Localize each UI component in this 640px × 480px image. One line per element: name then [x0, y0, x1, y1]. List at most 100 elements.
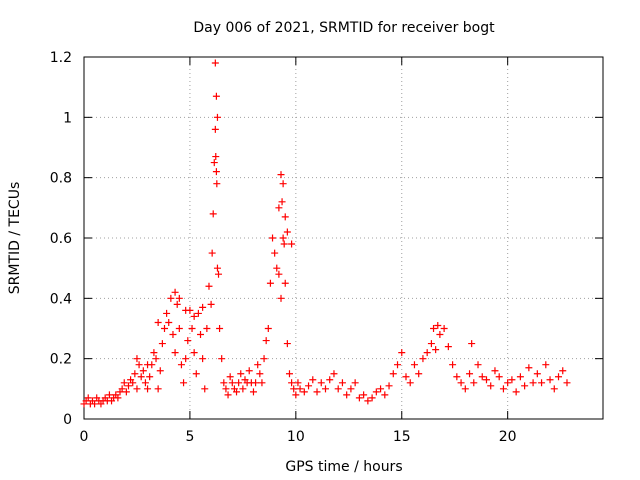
data-point: [281, 279, 289, 287]
data-point: [529, 379, 537, 387]
data-point: [124, 382, 132, 390]
data-point: [190, 349, 198, 357]
data-point: [266, 279, 274, 287]
data-point: [461, 385, 469, 393]
data-point: [436, 331, 444, 339]
data-point: [313, 388, 321, 396]
data-point: [385, 382, 393, 390]
x-axis-label: GPS time / hours: [285, 459, 402, 475]
data-point: [237, 370, 245, 378]
data-point: [264, 325, 272, 332]
data-point: [235, 379, 243, 387]
data-point: [260, 355, 268, 363]
data-point: [212, 168, 220, 176]
data-point: [355, 394, 363, 402]
y-tick-label: 0.2: [50, 352, 72, 368]
data-point: [377, 385, 385, 393]
data-point: [300, 388, 308, 396]
data-point: [258, 379, 266, 387]
data-point: [118, 385, 126, 393]
data-point: [294, 379, 302, 387]
data-point: [197, 331, 205, 339]
data-point: [207, 300, 215, 308]
data-point: [321, 385, 329, 393]
data-point: [171, 288, 179, 296]
data-point: [131, 370, 139, 378]
data-point: [269, 234, 277, 242]
axes: [83, 56, 604, 420]
data-point: [184, 337, 192, 345]
data-point: [165, 318, 173, 326]
data-point: [457, 379, 465, 387]
data-point: [275, 204, 283, 212]
y-axis-label: SRMTID / TECUs: [7, 182, 23, 295]
data-point: [91, 400, 99, 408]
y-tick-label: 0: [63, 412, 72, 428]
data-point: [525, 364, 533, 372]
data-point: [188, 325, 196, 332]
data-points: [80, 59, 571, 408]
data-point: [415, 370, 423, 378]
x-tick-label: 15: [393, 429, 411, 445]
data-point: [533, 370, 541, 378]
data-point: [555, 373, 563, 381]
data-point: [254, 361, 262, 369]
data-point: [252, 379, 260, 387]
data-point: [279, 234, 287, 242]
data-point: [440, 325, 448, 332]
data-point: [208, 249, 216, 257]
data-point: [150, 349, 158, 357]
data-point: [516, 373, 524, 381]
data-point: [141, 379, 149, 387]
data-point: [334, 385, 342, 393]
data-point: [504, 379, 512, 387]
data-point: [212, 153, 220, 161]
data-point: [453, 373, 461, 381]
data-point: [495, 373, 503, 381]
data-point: [430, 325, 438, 332]
data-point: [182, 306, 190, 314]
plot-border: [83, 56, 604, 420]
data-point: [546, 376, 554, 384]
data-point: [139, 367, 147, 375]
data-point: [326, 376, 334, 384]
data-point: [394, 361, 402, 369]
data-point: [154, 385, 162, 393]
data-point: [146, 373, 154, 381]
data-point: [156, 367, 164, 375]
data-point: [167, 294, 175, 302]
data-point: [343, 391, 351, 399]
chart-title: Day 006 of 2021, SRMTID for receiver bog…: [193, 20, 495, 36]
data-point: [152, 355, 160, 363]
data-point: [466, 370, 474, 378]
data-point: [190, 312, 198, 320]
data-point: [213, 180, 221, 188]
data-point: [218, 355, 226, 363]
data-point: [277, 171, 285, 179]
data-point: [163, 309, 171, 317]
data-point: [508, 376, 516, 384]
data-point: [135, 361, 143, 369]
data-point: [114, 394, 122, 402]
x-tick-label: 5: [185, 429, 194, 445]
data-point: [144, 385, 152, 393]
y-tick-label: 0.8: [50, 171, 72, 187]
data-point: [338, 379, 346, 387]
data-point: [173, 300, 181, 308]
data-point: [233, 388, 241, 396]
data-point: [199, 303, 207, 311]
data-point: [402, 373, 410, 381]
data-point: [133, 355, 141, 363]
data-point: [122, 388, 130, 396]
data-point: [169, 331, 177, 339]
data-point: [285, 370, 293, 378]
data-point: [271, 249, 279, 257]
data-point: [105, 391, 113, 399]
data-point: [360, 391, 368, 399]
data-point: [249, 388, 257, 396]
data-point: [279, 180, 287, 188]
data-point: [205, 282, 213, 290]
data-point: [474, 361, 482, 369]
data-point: [210, 159, 218, 167]
